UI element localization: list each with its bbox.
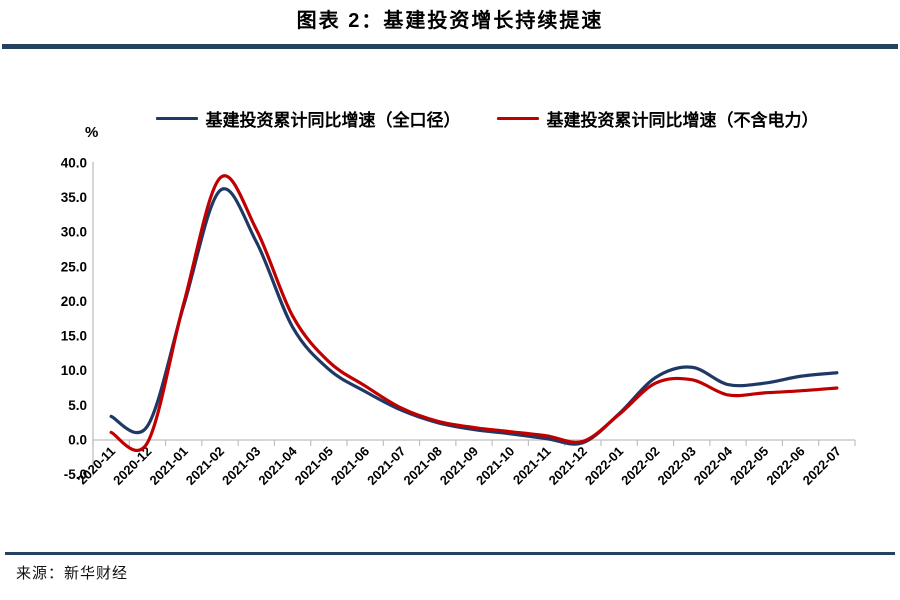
legend-label-excl-electricity: 基建投资累计同比增速（不含电力）: [546, 110, 819, 130]
y-tick-label: 15.0: [61, 329, 87, 344]
legend-line-swatch-excl-electricity: [496, 116, 539, 120]
legend-label-full-scope: 基建投资累计同比增速（全口径）: [205, 110, 461, 130]
y-tick-label: 30.0: [61, 225, 87, 240]
legend-line-swatch-full-scope: [155, 116, 198, 120]
chart-legend: 基建投资累计同比增速（全口径） 基建投资累计同比增速（不含电力）: [37, 104, 900, 132]
x-tick-label: 2022-07: [800, 444, 844, 488]
x-tick-label: 2022-03: [654, 444, 698, 488]
x-tick-label: 2021-12: [546, 444, 590, 488]
x-tick-label: 2022-06: [763, 444, 807, 488]
series-line-excl-electricity: [109, 174, 839, 452]
x-tick-label: 2022-05: [727, 444, 771, 488]
y-tick-label: 5.0: [68, 398, 87, 413]
top-divider-rule: [2, 44, 898, 49]
y-tick-label: 35.0: [61, 190, 87, 205]
x-tick-label: 2021-06: [328, 444, 372, 488]
x-tick-label: 2021-11: [510, 444, 554, 488]
x-tick-label: 2021-02: [183, 444, 227, 488]
x-tick-label: 2021-03: [219, 444, 263, 488]
x-tick-label: 2020-11: [74, 444, 118, 488]
chart-title: 图表 2：基建投资增长持续提速: [296, 10, 604, 32]
x-tick-label: 2022-01: [582, 444, 626, 488]
bottom-divider-rule: [5, 552, 895, 555]
y-axis-unit-label: %: [85, 124, 99, 141]
x-tick-label: 2021-08: [400, 444, 444, 488]
x-tick-label: 2021-07: [364, 444, 408, 488]
y-tick-label: 10.0: [61, 363, 87, 378]
x-tick-label: 2021-10: [473, 444, 517, 488]
y-tick-label: 25.0: [61, 259, 87, 274]
x-tick-label: 2021-05: [292, 444, 336, 488]
x-tick-label: 2021-09: [437, 444, 481, 488]
x-tick-label: 2021-04: [255, 443, 300, 488]
x-tick-label: 2022-04: [691, 443, 736, 488]
source-note: 来源：新华财经: [16, 565, 129, 582]
y-tick-label: -5.0: [64, 467, 87, 482]
x-tick-label: 2021-01: [146, 444, 190, 488]
legend-item-full-scope: 基建投资累计同比增速（全口径）: [155, 106, 461, 131]
series-line-full-scope: [109, 187, 839, 446]
y-tick-label: 20.0: [61, 294, 87, 309]
legend-item-excl-electricity: 基建投资累计同比增速（不含电力）: [496, 106, 819, 131]
x-tick-label: 2022-02: [618, 444, 662, 488]
y-tick-label: 0.0: [68, 433, 87, 448]
y-tick-label: 40.0: [61, 155, 87, 170]
